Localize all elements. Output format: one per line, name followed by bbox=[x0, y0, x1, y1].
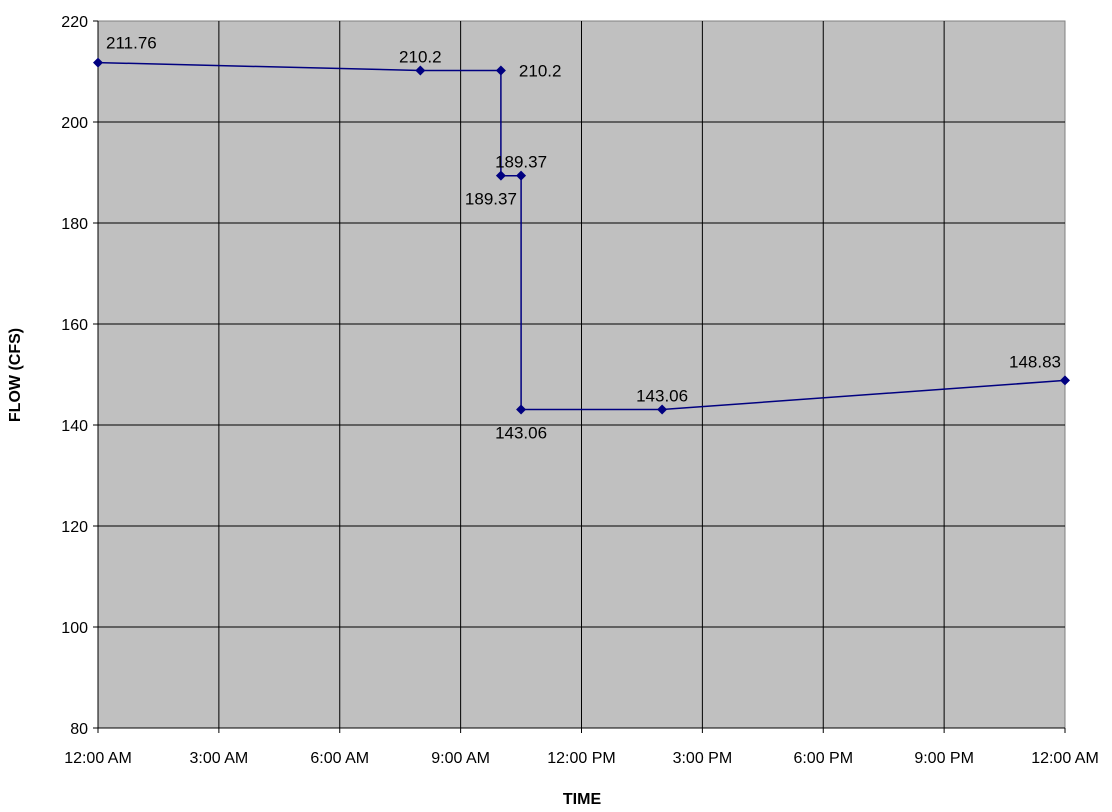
data-point-marker bbox=[415, 65, 426, 76]
data-label: 189.37 bbox=[495, 153, 547, 172]
data-point-marker bbox=[495, 170, 506, 181]
data-labels: 211.76 210.2 210.2 189.37 189.37 143.06 143.06… bbox=[106, 34, 1061, 443]
series-line bbox=[97, 61, 1066, 411]
data-label: 210.2 bbox=[399, 47, 442, 66]
data-point-marker bbox=[1060, 375, 1070, 386]
data-label: 189.37 bbox=[465, 190, 517, 209]
data-label: 143.06 bbox=[495, 424, 547, 443]
x-tick-label: 9:00 AM bbox=[431, 750, 490, 767]
data-label: 210.2 bbox=[519, 61, 562, 80]
y-tick-label: 120 bbox=[61, 519, 88, 536]
data-point-marker bbox=[93, 57, 103, 68]
y-tick-label: 100 bbox=[61, 620, 88, 637]
x-tick-label: 3:00 AM bbox=[190, 750, 249, 767]
data-label: 143.06 bbox=[636, 387, 688, 406]
data-point-marker bbox=[516, 170, 527, 181]
data-label: 211.76 bbox=[106, 34, 157, 53]
y-tick-label: 200 bbox=[61, 115, 88, 132]
y-tick-label: 180 bbox=[61, 216, 88, 233]
tick-labels: 80 100 120 140 160 180 200 220 12:00 AM 3:00 AM 6:… bbox=[61, 14, 1099, 767]
y-tick-label: 220 bbox=[61, 14, 88, 31]
y-axis-title: FLOW (CFS) bbox=[7, 328, 24, 422]
x-tick-label: 12:00 AM bbox=[1031, 750, 1099, 767]
series-flow bbox=[93, 57, 1070, 415]
x-tick-label: 12:00 AM bbox=[64, 750, 132, 767]
y-tick-label: 140 bbox=[61, 418, 88, 435]
x-tick-label: 9:00 PM bbox=[914, 750, 974, 767]
data-point-marker bbox=[657, 404, 668, 415]
x-tick-label: 6:00 AM bbox=[310, 750, 369, 767]
gridlines bbox=[98, 21, 1065, 728]
x-tick-label: 12:00 PM bbox=[547, 750, 615, 767]
y-tick-label: 80 bbox=[70, 721, 88, 738]
x-axis-title: TIME bbox=[563, 791, 602, 808]
data-label: 148.83 bbox=[1009, 352, 1061, 371]
x-tick-label: 6:00 PM bbox=[793, 750, 853, 767]
data-point-marker bbox=[495, 65, 506, 76]
data-point-marker bbox=[516, 404, 527, 415]
axes bbox=[93, 20, 1066, 733]
y-tick-label: 160 bbox=[61, 317, 88, 334]
x-tick-label: 3:00 PM bbox=[673, 750, 733, 767]
